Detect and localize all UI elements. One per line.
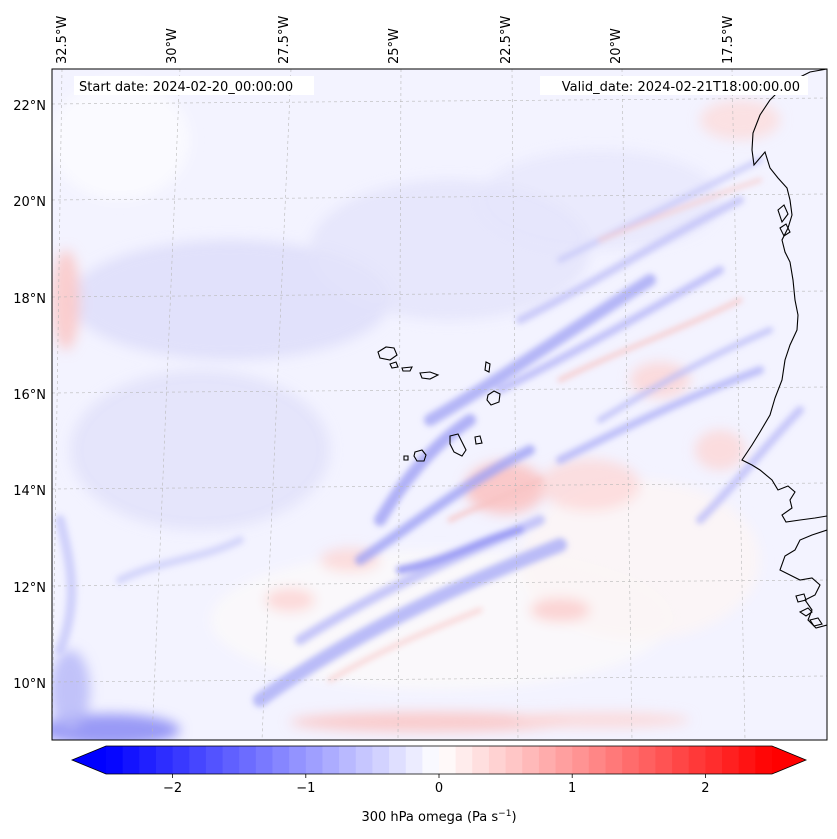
colorbar-step [738, 746, 756, 774]
colorbar-step [522, 746, 540, 774]
colorbar-label: 300 hPa omega (Pa s−1) [361, 809, 516, 825]
colorbar-step [239, 746, 257, 774]
colorbar-tick-label: 2 [701, 781, 709, 796]
lon-label: 27.5°W [277, 16, 292, 64]
latitude-labels: 22°N 20°N 18°N 16°N 14°N 12°N 10°N [13, 99, 46, 692]
lon-label: 17.5°W [721, 16, 736, 64]
colorbar-step [705, 746, 723, 774]
colorbar-steps [106, 746, 773, 774]
lat-label: 16°N [13, 388, 46, 403]
valid-label-box [540, 76, 808, 95]
colorbar-step [488, 746, 507, 774]
colorbar-step [638, 746, 657, 774]
lon-label: 22.5°W [499, 16, 514, 64]
colorbar-step [588, 746, 607, 774]
colorbar-step [755, 746, 773, 774]
colorbar-step [255, 746, 274, 774]
colorbar-step [106, 746, 124, 774]
island-santa-luzia [419, 371, 440, 380]
island-sao-nicolau [401, 366, 413, 372]
lat-label: 20°N [13, 195, 46, 210]
colorbar-high-extension [772, 746, 806, 774]
lat-label: 12°N [13, 581, 46, 596]
colorbar-step [722, 746, 740, 774]
island-maio [474, 435, 483, 445]
colorbar-low-extension [72, 746, 106, 774]
colorbar-step [472, 746, 490, 774]
lat-label: 18°N [13, 292, 46, 307]
island-brava [403, 455, 409, 461]
start-date-label: Start date: 2024-02-20_00:00:00 [79, 80, 293, 95]
lon-label: 32.5°W [55, 16, 70, 64]
colorbar-tick-label: −2 [163, 781, 182, 796]
colorbar: −2 −1 0 1 2 300 hPa omega (Pa s−1) [70, 745, 808, 825]
lon-label: 20°W [609, 28, 624, 64]
colorbar-step [555, 746, 573, 774]
colorbar-step [189, 746, 207, 774]
island-sao-vicente [389, 361, 399, 369]
colorbar-step [372, 746, 390, 774]
coast-inlet-2 [779, 223, 791, 237]
omega-field [52, 80, 804, 740]
colorbar-step [205, 746, 224, 774]
coastlines [377, 69, 827, 629]
start-label-box [74, 76, 314, 95]
colorbar-step [305, 746, 324, 774]
guinea-bissau-islands [795, 593, 823, 627]
colorbar-tick-label: −1 [296, 781, 315, 796]
colorbar-tick-label: 1 [568, 781, 576, 796]
lon-label: 30°W [165, 28, 180, 64]
colorbar-step [422, 746, 440, 774]
colorbar-step [505, 746, 523, 774]
colorbar-step [439, 746, 457, 774]
colorbar-step [622, 746, 640, 774]
colorbar-step [672, 746, 690, 774]
colorbar-step [339, 746, 357, 774]
colorbar-step [139, 746, 157, 774]
colorbar-step [655, 746, 673, 774]
colorbar-step [455, 746, 473, 774]
island-santiago [449, 433, 467, 457]
colorbar-ticks: −2 −1 0 1 2 [163, 774, 710, 796]
colorbar-step [322, 746, 340, 774]
lat-label: 22°N [13, 99, 46, 114]
gambia-coast [779, 529, 827, 629]
colorbar-step [389, 746, 407, 774]
map-frame [51, 68, 828, 741]
colorbar-step [222, 746, 240, 774]
colorbar-step [405, 746, 423, 774]
colorbar-step [155, 746, 174, 774]
graticule [52, 69, 827, 740]
coast-inlet-1 [777, 204, 789, 224]
island-fogo [413, 449, 427, 462]
longitude-labels: 32.5°W 30°W 27.5°W 25°W 22.5°W 20°W 17.5… [55, 16, 736, 64]
island-boa-vista [486, 390, 501, 406]
colorbar-tick-label: 0 [435, 781, 443, 796]
lon-label: 25°W [387, 28, 402, 64]
colorbar-step [572, 746, 590, 774]
colorbar-step [122, 746, 140, 774]
colorbar-step [605, 746, 623, 774]
colorbar-step [355, 746, 373, 774]
colorbar-step [289, 746, 307, 774]
colorbar-step [272, 746, 290, 774]
island-sal [484, 361, 491, 373]
africa-coastline [741, 69, 827, 523]
colorbar-outline [70, 745, 808, 775]
colorbar-step [538, 746, 557, 774]
valid-date-label: Valid_date: 2024-02-21T18:00:00.00 [562, 80, 800, 95]
lat-label: 10°N [13, 677, 46, 692]
island-santo-antao [377, 346, 398, 361]
colorbar-step [172, 746, 190, 774]
colorbar-step [688, 746, 706, 774]
map-area: Start date: 2024-02-20_00:00:00 Valid_da… [51, 68, 828, 741]
lat-label: 14°N [13, 484, 46, 499]
